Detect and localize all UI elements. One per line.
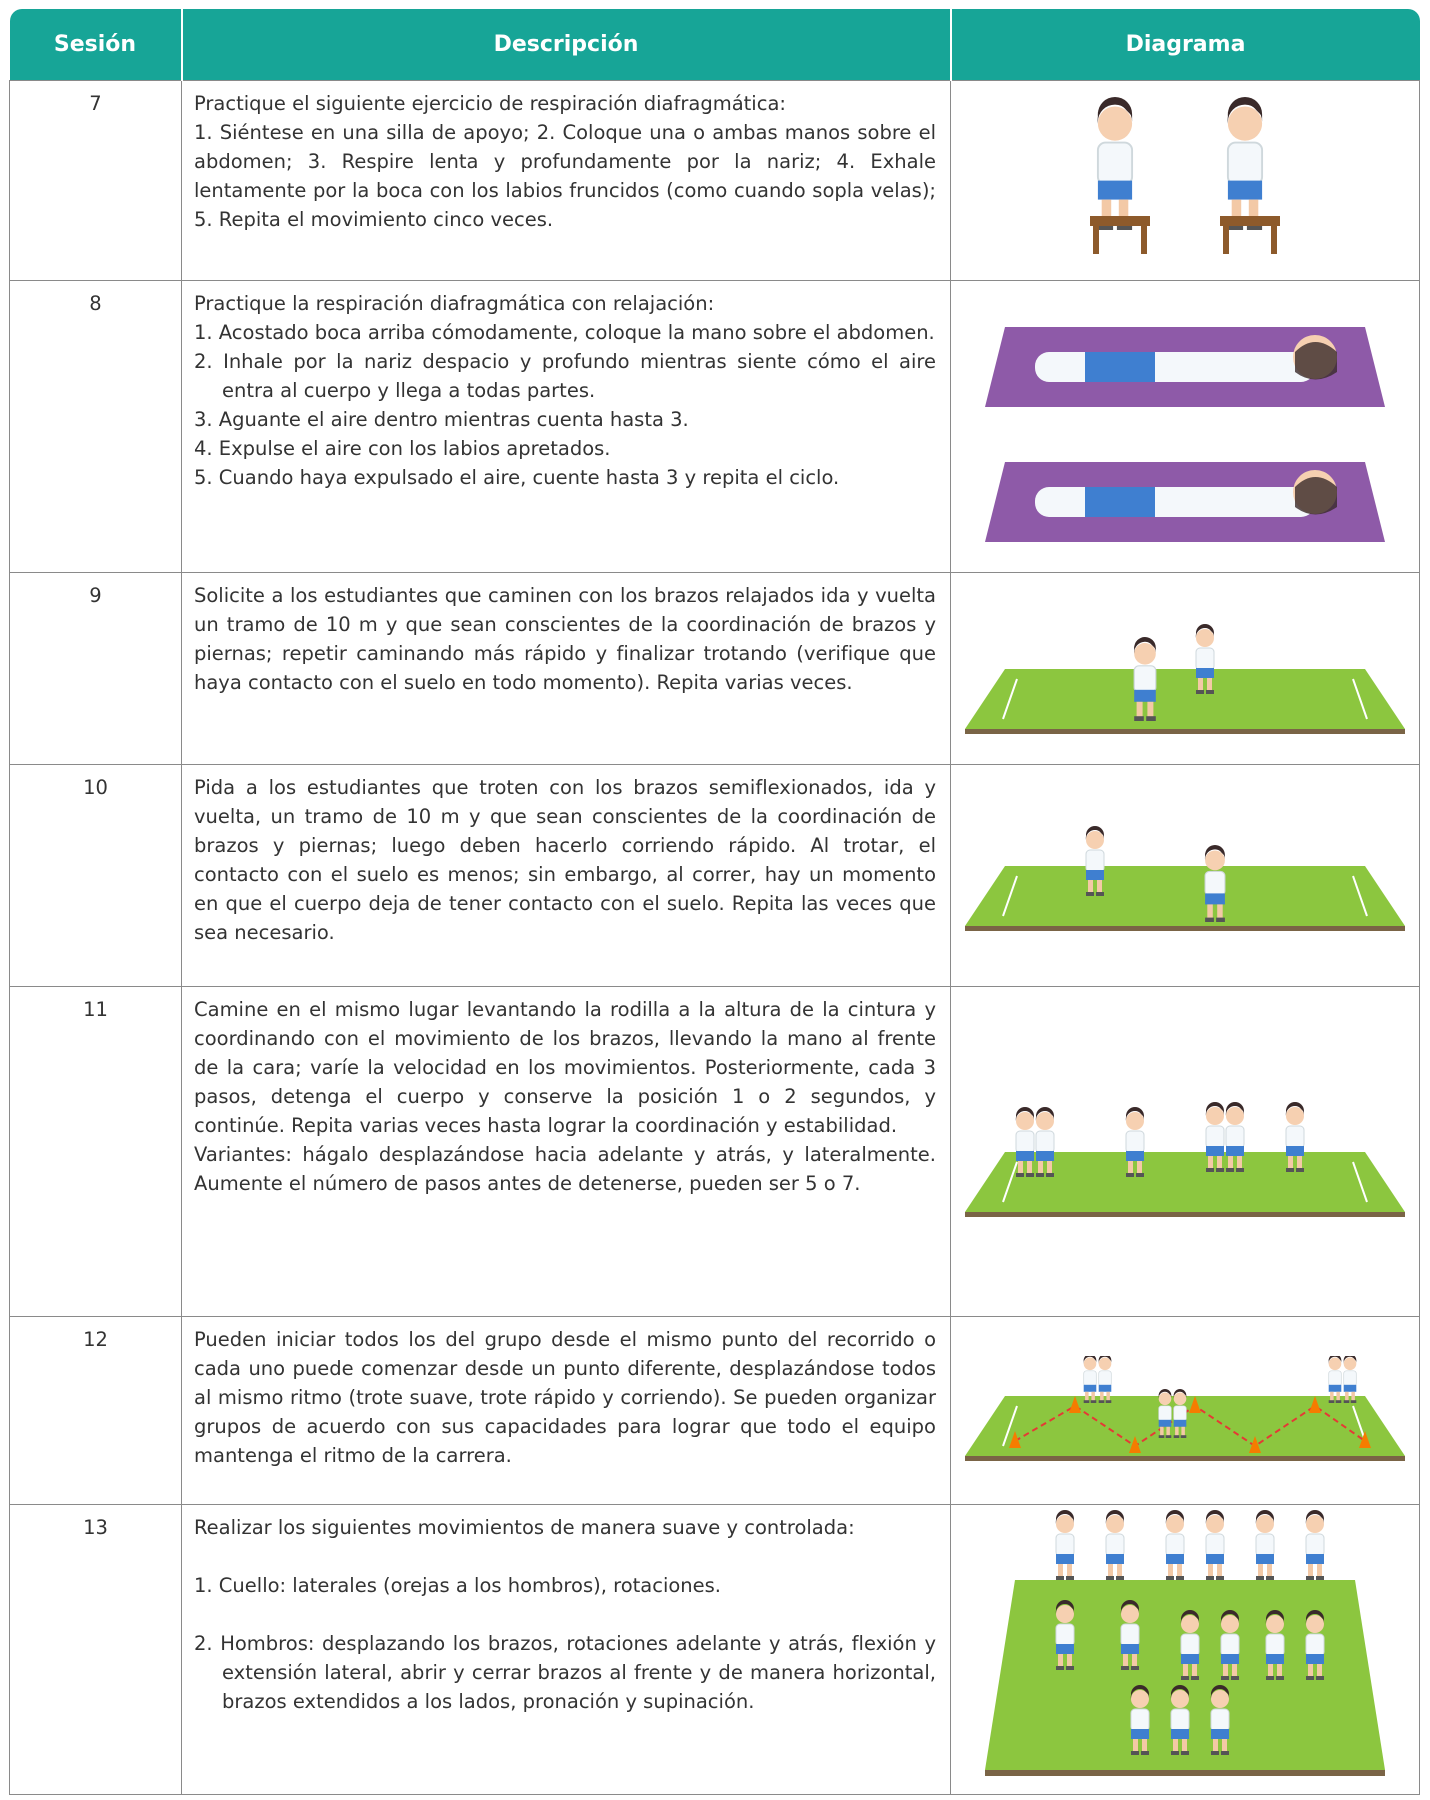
list-item: 1. Cuello: laterales (orejas a los hombr…: [194, 1574, 722, 1597]
item-list: 1. Acostado boca arriba cómodamente, col…: [194, 318, 936, 492]
description-cell: Pida a los estudiantes que troten con lo…: [181, 764, 951, 987]
paragraph: Practique la respiración diafragmática c…: [194, 292, 715, 315]
description-cell: Camine en el mismo lugar levantando la r…: [181, 986, 951, 1317]
diagram-cell: [950, 1504, 1420, 1795]
session-cell: 9: [9, 572, 182, 765]
session-cell: 11: [9, 986, 182, 1317]
diagram: [965, 825, 1405, 932]
table-row: 12 Pueden iniciar todos los del grupo des…: [9, 1316, 1420, 1505]
header-cell: Diagrama: [949, 9, 1420, 81]
header-cell: Sesión: [9, 9, 182, 81]
item-list: 1. Cuello: laterales (orejas a los hombr…: [194, 1571, 936, 1716]
description-cell: Realizar los siguientes movimientos de m…: [181, 1504, 951, 1795]
session-cell: 10: [9, 764, 182, 987]
header-row: Sesión Descripción Diagrama: [9, 9, 1420, 81]
table-row: 9 Solicite a los estudiantes que caminen …: [9, 572, 1420, 765]
diagram-cell: [950, 280, 1420, 573]
session-cell: 13: [9, 1504, 182, 1795]
description-cell: Practique la respiración diafragmática c…: [181, 280, 951, 573]
diagram: [965, 1355, 1405, 1462]
table-row: 7 Practique el siguiente ejercicio de res…: [9, 80, 1420, 281]
description-cell: Solicite a los estudiantes que caminen c…: [181, 572, 951, 765]
session-cell: 7: [9, 80, 182, 281]
list-item: 3. Aguante el aire dentro mientras cuent…: [194, 408, 689, 431]
diagram-cell: [950, 572, 1420, 765]
description-cell: Pueden iniciar todos los del grupo desde…: [181, 1316, 951, 1505]
table-row: 8 Practique la respiración diafragmática …: [9, 280, 1420, 573]
diagram: [985, 326, 1385, 542]
diagram-cell: [950, 80, 1420, 281]
paragraph: Camine en el mismo lugar levantando la r…: [194, 998, 936, 1137]
paragraph: 1. Siéntese en una silla de apoyo; 2. Co…: [194, 121, 936, 231]
session-cell: 12: [9, 1316, 182, 1505]
diagram: [965, 623, 1405, 735]
paragraph: Pueden iniciar todos los del grupo desde…: [194, 1328, 936, 1467]
paragraph: Realizar los siguientes movimientos de m…: [194, 1516, 855, 1539]
session-cell: 8: [9, 280, 182, 573]
header-cell: Descripción: [180, 9, 951, 81]
diagram: [1090, 95, 1280, 254]
list-item: 4. Expulse el aire con los labios apreta…: [194, 437, 611, 460]
description-cell: Practique el siguiente ejercicio de resp…: [181, 80, 951, 281]
diagram: [965, 1101, 1405, 1218]
diagram-cell: [950, 986, 1420, 1317]
paragraph: Solicite a los estudiantes que caminen c…: [194, 584, 936, 694]
paragraph: Variantes: hágalo desplazándose hacia ad…: [194, 1143, 936, 1195]
sessions-table: Sesión Descripción Diagrama 7 Practique e…: [9, 9, 1420, 1795]
table-row: 11 Camine en el mismo lugar levantando la…: [9, 986, 1420, 1317]
list-item: 2. Hombros: desplazando los brazos, rota…: [194, 1632, 936, 1713]
diagram-cell: [950, 1316, 1420, 1505]
paragraph: Practique el siguiente ejercicio de resp…: [194, 92, 786, 115]
list-item: 5. Cuando haya expulsado el aire, cuente…: [194, 466, 840, 489]
list-item: 2. Inhale por la nariz despacio y profun…: [194, 350, 936, 402]
table-row: 13 Realizar los siguientes movimientos de…: [9, 1504, 1420, 1795]
table-row: 10 Pida a los estudiantes que troten con …: [9, 764, 1420, 987]
paragraph: Pida a los estudiantes que troten con lo…: [194, 776, 936, 944]
table-wrap: Sesión Descripción Diagrama 7 Practique e…: [9, 9, 1420, 1795]
diagram-cell: [950, 764, 1420, 987]
list-item: 1. Acostado boca arriba cómodamente, col…: [194, 321, 935, 344]
table-body: 7 Practique el siguiente ejercicio de res…: [9, 80, 1420, 1795]
diagram: [985, 1509, 1385, 1776]
